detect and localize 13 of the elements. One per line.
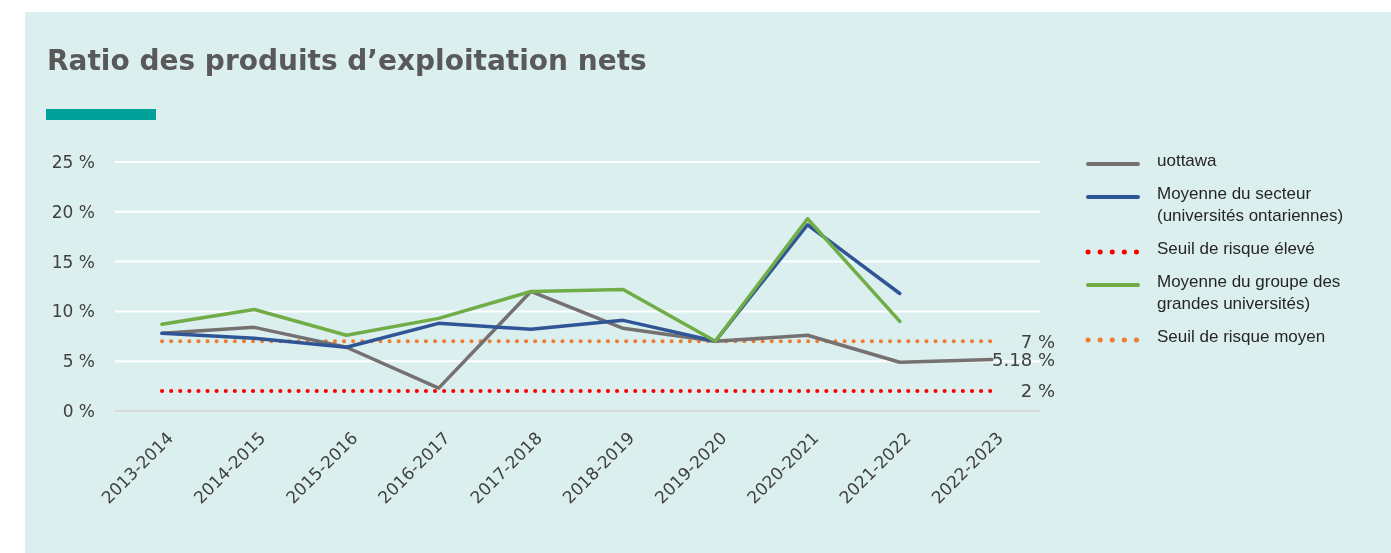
y-tick-label: 0 %	[62, 400, 95, 421]
y-tick-label: 15 %	[51, 251, 95, 272]
legend-label: Moyenne du groupe des grandes universités)	[1157, 271, 1341, 313]
y-tick-label: 20 %	[51, 201, 95, 222]
y-tick-label: 5 %	[62, 351, 95, 372]
data-label: 2 %	[1020, 380, 1055, 402]
y-tick-label: 25 %	[51, 151, 95, 172]
legend-label: Seuil de risque moyen	[1157, 326, 1326, 346]
legend-label: uottawa	[1157, 150, 1218, 170]
legend-label: Seuil de risque élevé	[1157, 238, 1315, 258]
legend-label: Moyenne du secteur (universités ontariennes)	[1157, 183, 1344, 225]
y-tick-label: 10 %	[51, 301, 95, 322]
chart-title: Ratio des produits d’exploitation nets	[47, 44, 647, 77]
